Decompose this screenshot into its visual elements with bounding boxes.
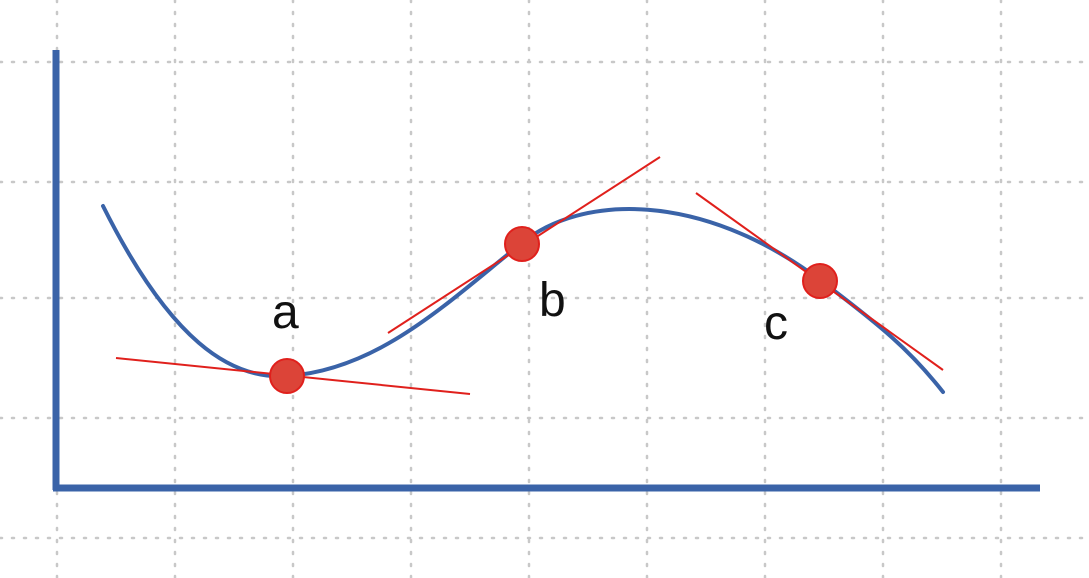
point-a bbox=[269, 358, 305, 394]
point-c-label: c bbox=[764, 297, 788, 350]
point-b-label: b bbox=[539, 274, 566, 327]
point-b bbox=[504, 226, 540, 262]
point-c bbox=[802, 263, 838, 299]
point-a-label: a bbox=[272, 286, 299, 339]
